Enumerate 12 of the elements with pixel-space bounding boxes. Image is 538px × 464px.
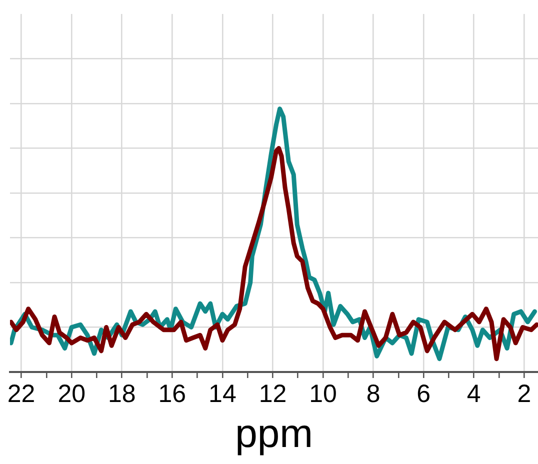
x-tick-label: 12	[258, 380, 287, 408]
x-tick-label: 2	[517, 380, 532, 408]
x-axis-title: ppm	[235, 412, 313, 456]
x-tick-label: 8	[366, 380, 380, 408]
x-tick-label: 4	[466, 380, 481, 408]
x-tick-label: 20	[58, 380, 86, 408]
x-tick-label: 18	[108, 380, 136, 408]
x-tick-label: 14	[208, 380, 236, 408]
x-tick-label: 22	[7, 380, 36, 408]
x-tick-label: 6	[416, 380, 431, 408]
x-tick-label: 10	[309, 380, 337, 408]
x-tick-label: 16	[158, 380, 186, 408]
